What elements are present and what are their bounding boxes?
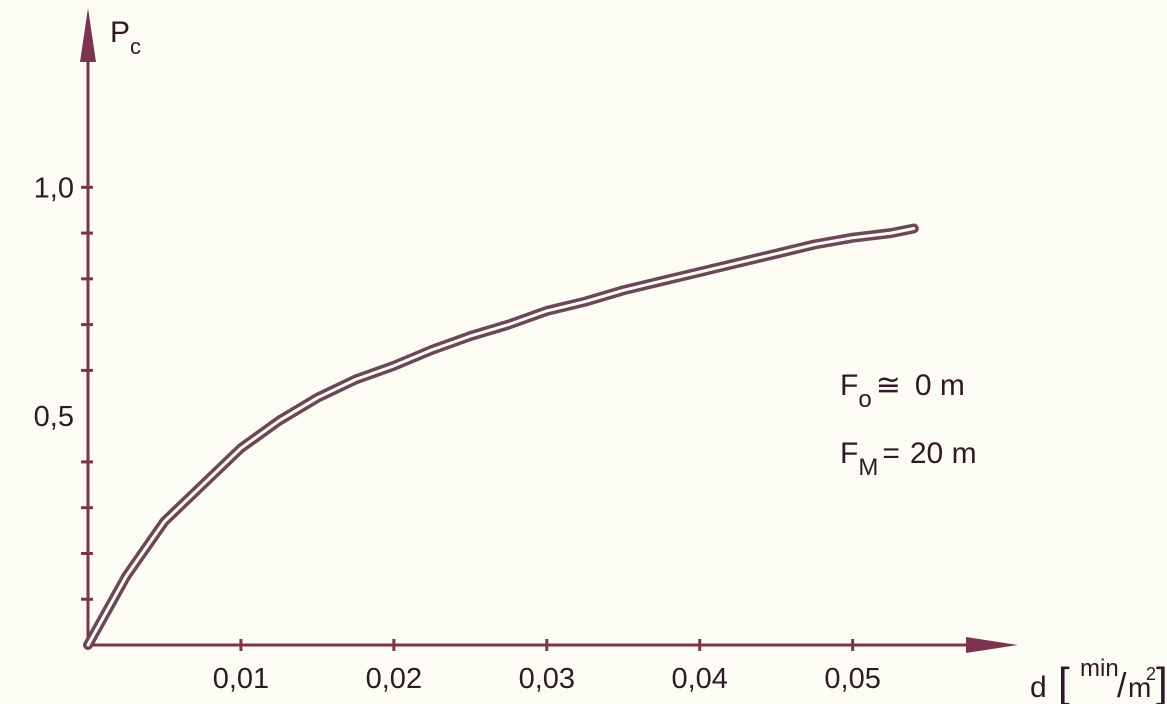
x-tick-label: 0,04 — [671, 663, 727, 695]
x-tick-label: 0,02 — [366, 663, 422, 695]
annotation-fm: FM = 20 m — [840, 437, 977, 481]
annotation-f0: Fo ≅ 0 m — [840, 369, 965, 413]
svg-text:d: d — [1030, 671, 1047, 704]
y-tick-label: 0,5 — [34, 401, 74, 433]
y-axis-arrow — [80, 8, 96, 62]
x-axis-unit-numerator: min — [1080, 655, 1119, 682]
x-axis-unit-denominator: m — [1128, 672, 1151, 703]
x-axis-unit-slash: / — [1117, 667, 1127, 704]
x-axis-arrow — [966, 637, 1018, 653]
x-tick-label: 0,03 — [519, 663, 575, 695]
x-axis-unit-exponent: 2 — [1146, 664, 1156, 684]
series-line — [83, 223, 919, 650]
series-line-highlight — [86, 227, 916, 647]
x-tick-label: 0,01 — [213, 663, 269, 695]
x-tick-label: 0,05 — [824, 663, 880, 695]
series-curve — [83, 223, 919, 650]
ticks: 0,01 0,02 0,03 0,04 0,05 0,5 1,0 — [34, 172, 881, 695]
axes — [80, 8, 1018, 653]
y-axis-label: Pc — [110, 16, 141, 59]
y-tick-label: 1,0 — [34, 172, 74, 204]
x-axis-label: d [ min / m 2 ] — [1030, 655, 1167, 704]
x-axis-unit-bracket-open: [ — [1058, 659, 1070, 704]
x-axis-unit-bracket-close: ] — [1156, 659, 1167, 704]
